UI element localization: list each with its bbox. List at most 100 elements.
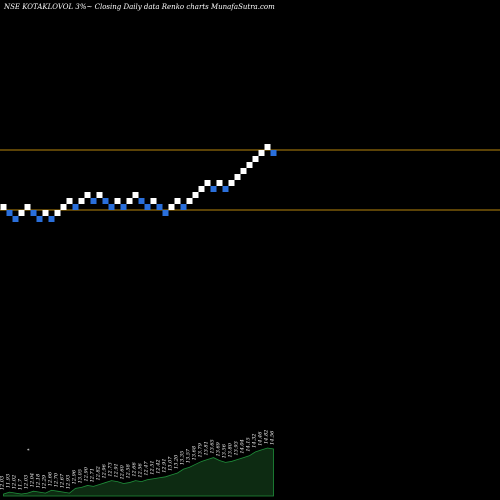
volume-label: 12.03: [0, 476, 6, 490]
volume-label: 12.90: [84, 466, 90, 481]
volume-label: 12.67: [60, 473, 66, 488]
renko-brick-down: [120, 204, 127, 210]
renko-brick-up: [234, 174, 241, 180]
renko-brick-up: [216, 180, 223, 186]
volume-panel: [3, 447, 274, 497]
volume-label: 13.35: [180, 451, 186, 465]
volume-label: 11.93: [6, 474, 12, 488]
renko-brick-up: [54, 210, 61, 216]
renko-brick-up: [204, 180, 211, 186]
volume-label: 13.57: [186, 448, 192, 463]
renko-brick-down: [30, 210, 37, 216]
renko-brick-up: [168, 204, 175, 210]
volume-label: 13.93: [234, 441, 240, 455]
volume-label: 14.82: [264, 430, 270, 444]
volume-label: 14.15: [246, 437, 252, 451]
volume-label: 12.66: [132, 462, 138, 477]
volume-label: 12.18: [36, 474, 42, 488]
renko-brick-up: [18, 210, 25, 216]
volume-label: 12.73: [108, 462, 114, 476]
volume-label: 12.91: [114, 463, 120, 477]
renko-brick-up: [132, 192, 139, 198]
chart-title: NSE KOTAKLOVOL 3%~ Closing Daily data Re…: [3, 3, 275, 11]
renko-brick-up: [192, 192, 199, 198]
renko-brick-up: [264, 144, 271, 150]
renko-brick-down: [12, 216, 19, 222]
renko-brick-up: [42, 210, 49, 216]
volume-label: 14.04: [240, 439, 246, 453]
renko-brick-down: [108, 204, 115, 210]
volume-label: 12.96: [72, 469, 78, 484]
volume-label: 11.7: [18, 478, 24, 490]
volume-label: 13.07: [168, 456, 174, 471]
volume-label: 12.93: [66, 475, 72, 489]
renko-bricks: [0, 144, 277, 222]
volume-label: 12.29: [42, 474, 48, 489]
volume-label: 12.60: [120, 464, 126, 479]
renko-brick-down: [90, 198, 97, 204]
volume-area: [3, 447, 274, 497]
renko-brick-down: [210, 186, 217, 192]
renko-brick-down: [144, 204, 151, 210]
volume-label: 12.47: [144, 461, 150, 476]
volume-labels: 12.03 11.93 12.02 11.7 12.03 12.04 12.18 12.29 1…: [0, 430, 276, 490]
renko-brick-up: [198, 186, 205, 192]
volume-label: 13.20: [174, 454, 180, 469]
renko-brick-up: [252, 156, 259, 162]
volume-label: 14.56: [270, 430, 276, 445]
volume-label: 13.81: [204, 441, 210, 455]
volume-label: 13.68: [192, 446, 198, 460]
renko-brick-down: [72, 204, 79, 210]
renko-brick-up: [24, 204, 31, 210]
renko-brick-up: [0, 204, 7, 210]
renko-brick-down: [156, 204, 163, 210]
volume-label: 12.56: [138, 462, 144, 477]
volume-label: 12.82: [96, 466, 102, 480]
volume-label: 12.03: [24, 475, 30, 489]
renko-brick-up: [126, 198, 133, 204]
volume-label: 12.66: [48, 471, 54, 486]
renko-brick-up: [114, 198, 121, 204]
volume-label: 12.91: [162, 458, 168, 472]
renko-brick-up: [84, 192, 91, 198]
volume-label: 12.02: [12, 475, 18, 489]
renko-brick-down: [270, 150, 277, 156]
volume-label: 12.42: [156, 459, 162, 473]
volume-label: 12.51: [150, 460, 156, 474]
renko-brick-down: [36, 216, 43, 222]
volume-label: 14.46: [258, 431, 264, 446]
volume-label: 13.56: [222, 443, 228, 458]
volume-label: 14.32: [252, 434, 258, 448]
volume-label: 13.05: [78, 469, 84, 483]
renko-brick-up: [228, 180, 235, 186]
volume-label: 13.65: [210, 439, 216, 453]
renko-brick-up: [240, 168, 247, 174]
volume-label: 13.69: [216, 441, 222, 456]
renko-brick-down: [138, 198, 145, 204]
volume-marker: *: [27, 448, 30, 454]
reference-lines: [0, 149, 500, 211]
volume-label: 12.96: [102, 463, 108, 478]
renko-brick-down: [6, 210, 13, 216]
renko-brick-down: [180, 204, 187, 210]
renko-brick-up: [258, 150, 265, 156]
renko-brick-up: [150, 198, 157, 204]
volume-label: 12.58: [126, 464, 132, 478]
volume-label: 13.80: [228, 442, 234, 457]
renko-brick-up: [186, 198, 193, 204]
volume-label: 13.79: [198, 442, 204, 457]
renko-brick-up: [66, 198, 73, 204]
volume-label: 12.04: [30, 473, 36, 487]
renko-brick-up: [60, 204, 67, 210]
volume-label: 12.71: [90, 468, 96, 482]
renko-brick-up: [78, 198, 85, 204]
renko-brick-down: [48, 216, 55, 222]
volume-label: 12.70: [54, 472, 60, 487]
renko-brick-down: [222, 186, 229, 192]
renko-brick-up: [96, 192, 103, 198]
renko-brick-up: [246, 162, 253, 168]
renko-brick-up: [174, 198, 181, 204]
renko-brick-down: [162, 210, 169, 216]
